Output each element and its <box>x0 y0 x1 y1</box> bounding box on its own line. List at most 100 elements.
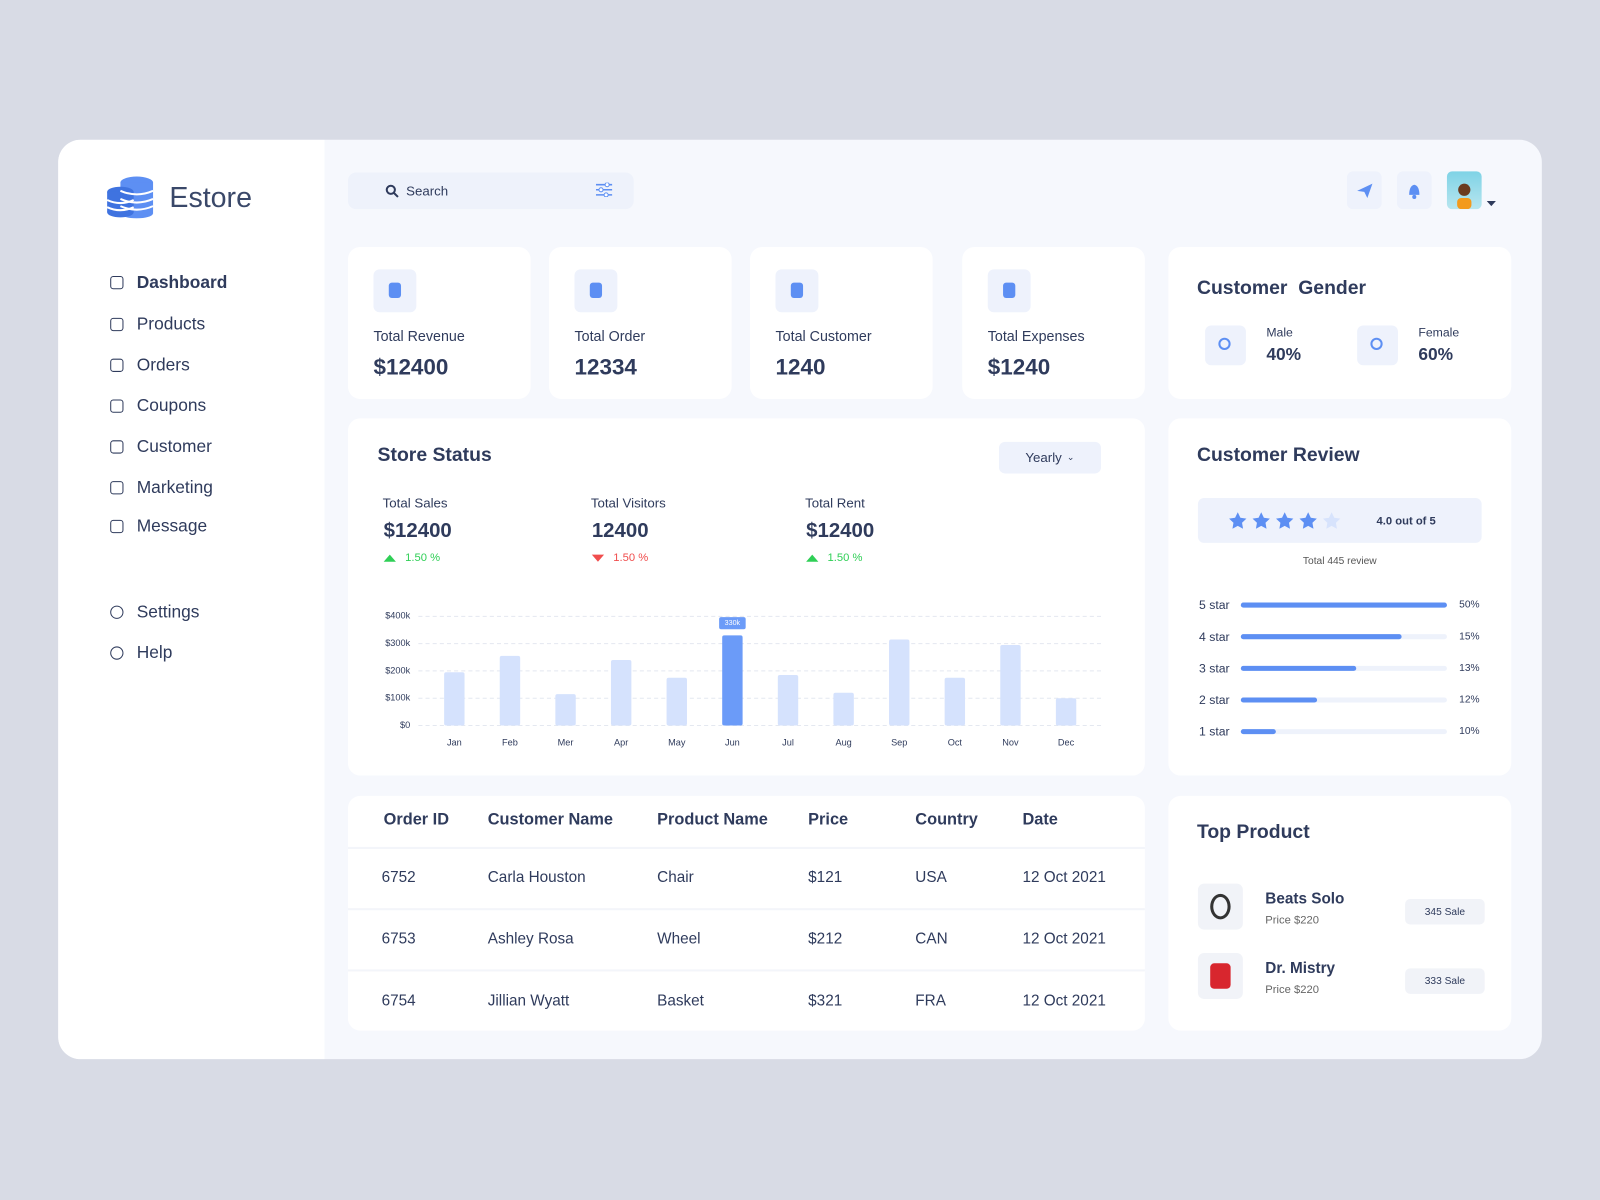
stat-label: Total Order <box>574 327 646 344</box>
table-cell: FRA <box>915 992 946 1010</box>
review-value: 10% <box>1459 726 1480 738</box>
product-image-glyph <box>1210 893 1231 920</box>
avatar-caret[interactable] <box>1486 201 1496 207</box>
metric-label: Total Rent <box>805 495 865 511</box>
gender-card <box>1168 246 1512 399</box>
table-header: Order ID <box>383 811 449 829</box>
product-price: Price $220 <box>1265 983 1319 996</box>
x-tick-label: Sep <box>891 737 907 747</box>
table-cell: USA <box>915 868 947 887</box>
metric-value: $12400 <box>806 519 875 543</box>
nav-item: Orders <box>136 355 190 375</box>
gender-value: 40% <box>1266 344 1302 365</box>
metric-label: Total Sales <box>382 495 448 511</box>
nav-item: Coupons <box>136 395 207 416</box>
filter-icon[interactable] <box>595 182 613 197</box>
stat-value: 12334 <box>574 354 637 380</box>
bar <box>1055 698 1077 726</box>
metric-value: 12400 <box>591 519 649 543</box>
x-tick-label: Oct <box>948 737 963 747</box>
bar <box>1000 644 1021 726</box>
product-image-glyph <box>1210 963 1231 989</box>
gender-value: 60% <box>1418 344 1454 365</box>
review-title: Customer Review <box>1196 444 1360 467</box>
top-product-title: Top Product <box>1196 821 1310 843</box>
send-button[interactable] <box>1346 171 1382 210</box>
nav-icon <box>110 276 124 290</box>
nav-icon <box>110 399 124 413</box>
bar <box>444 672 465 726</box>
stat-value: $12400 <box>373 354 449 380</box>
nav-item: Customer <box>136 436 212 457</box>
review-label: 4 star <box>1198 629 1230 644</box>
gender-glyph <box>1218 337 1231 350</box>
stat-label: Total Customer <box>775 327 872 344</box>
table-header: Product Name <box>657 811 768 829</box>
nav-icon <box>110 481 124 495</box>
x-tick-label: Apr <box>614 737 628 747</box>
nav-item: Products <box>136 314 206 334</box>
sidebar <box>58 139 325 1060</box>
table-cell: Jillian Wyatt <box>487 992 570 1010</box>
review-track <box>1240 729 1447 735</box>
value-label: 330k <box>725 619 741 627</box>
bar <box>944 677 966 726</box>
y-tick-label: $0 <box>400 720 410 730</box>
review-label: 3 star <box>1198 661 1230 676</box>
product-name: Dr. Mistry <box>1265 959 1336 978</box>
x-tick-label: Jun <box>725 737 740 747</box>
x-tick-label: Mer <box>558 737 574 747</box>
x-tick-label: Jan <box>447 737 462 747</box>
metric-label: Total Visitors <box>590 495 666 511</box>
product-name: Beats Solo <box>1265 890 1345 908</box>
x-tick-label: May <box>668 737 686 747</box>
nav-icon <box>110 646 124 660</box>
bar <box>889 639 910 726</box>
product-sales-badge <box>1405 968 1485 994</box>
stat-value: 1240 <box>775 354 826 380</box>
metric-change: 1.50 % <box>405 552 441 565</box>
nav-item: Dashboard <box>136 272 228 292</box>
review-card <box>1168 418 1512 776</box>
table-header: Date <box>1022 811 1058 829</box>
nav-item: Marketing <box>136 477 213 497</box>
table-cell: 6754 <box>381 992 416 1010</box>
review-label: 1 star <box>1198 724 1230 739</box>
period-select[interactable]: Yearly ⌄ <box>998 441 1102 474</box>
review-label: 5 star <box>1198 597 1230 613</box>
bar <box>499 655 521 726</box>
review-value: 15% <box>1459 631 1480 643</box>
review-bar <box>1240 697 1318 703</box>
stat-icon-glyph <box>589 282 603 298</box>
nav-item: Settings <box>136 602 200 622</box>
table-cell: CAN <box>915 930 948 948</box>
stat-value: $1240 <box>987 354 1051 380</box>
metric-value: $12400 <box>383 519 452 543</box>
avatar[interactable] <box>1446 171 1482 210</box>
metric-change: 1.50 % <box>613 552 649 565</box>
table-cell: 12 Oct 2021 <box>1022 992 1106 1010</box>
nav-icon <box>110 358 124 372</box>
nav-icon <box>110 440 124 454</box>
x-tick-label: Aug <box>835 737 851 747</box>
notification-button[interactable] <box>1396 171 1432 210</box>
logo-icon <box>106 176 154 219</box>
table-header: Country <box>915 811 978 829</box>
gender-label: Male <box>1266 325 1293 340</box>
bar <box>666 677 687 726</box>
row-divider <box>347 846 1145 849</box>
value-label-bg <box>719 617 746 630</box>
stat-icon-glyph <box>1003 282 1016 298</box>
x-tick-label: Dec <box>1058 737 1075 747</box>
row-divider <box>347 908 1145 911</box>
review-label: 2 star <box>1198 692 1230 708</box>
row-divider <box>347 969 1145 972</box>
rating-text: 4.0 out of 5 <box>1376 515 1436 528</box>
period-label: Yearly <box>1025 449 1062 466</box>
table-cell: Ashley Rosa <box>487 930 574 948</box>
metric-arrow <box>591 554 605 562</box>
table-header: Customer Name <box>487 811 613 829</box>
review-bar <box>1240 602 1447 608</box>
